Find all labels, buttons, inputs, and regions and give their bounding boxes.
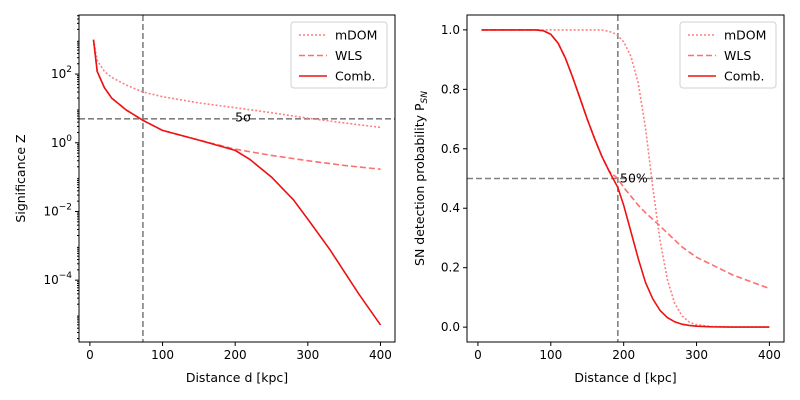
x-tick-label: 400 [369, 348, 392, 362]
series-line-mdom [92, 39, 381, 129]
legend-box [290, 21, 388, 89]
detection-probability-panel: 50% 0 100 200 300 400 0.0 0.2 0.4 0.6 0.8 1.0 Dist… [412, 14, 785, 385]
y-axis-label-right-sub: SN [420, 91, 430, 104]
legend-label: mDOM [335, 28, 377, 43]
significance-panel: 5σ 0 100 200 300 400 102 100 10−2 10−4 Distance … [13, 14, 396, 385]
x-tick-label: 100 [151, 348, 174, 362]
plot-frame-right [466, 14, 785, 343]
legend-label: Comb. [724, 69, 764, 84]
legend-label: WLS [335, 48, 362, 63]
legend-label: WLS [724, 48, 751, 63]
y-tick-label: 10−4 [43, 271, 72, 287]
y-tick-label: 0.6 [441, 142, 460, 156]
y-tick-label: 102 [51, 65, 72, 81]
x-tick-label: 400 [758, 348, 781, 362]
x-tick-label: 0 [474, 348, 482, 362]
x-tick-label: 200 [612, 348, 635, 362]
y-tick-label: 0.0 [441, 320, 460, 334]
legend-label: Comb. [335, 69, 375, 84]
y-tick-label: 100 [51, 134, 72, 150]
x-tick-label: 300 [685, 348, 708, 362]
x-tick-label: 0 [86, 348, 94, 362]
x-axis-label-left: Distance d [kpc] [186, 370, 288, 385]
annotation-label: 5σ [235, 110, 251, 125]
y-tick-label: 0.8 [441, 82, 460, 96]
series-line-mdom [481, 29, 770, 328]
y-tick-label: 1.0 [441, 23, 460, 37]
x-tick-label: 300 [296, 348, 319, 362]
y-axis-label-right: SN detection probability PSN [412, 91, 430, 266]
y-tick-label: 10−2 [43, 202, 72, 218]
legend-label: mDOM [724, 28, 766, 43]
y-tick-label: 0.4 [441, 201, 460, 215]
annotation-label: 50% [620, 171, 648, 186]
legend-box [679, 21, 777, 89]
x-tick-label: 100 [539, 348, 562, 362]
series-line-comb [481, 29, 770, 328]
y-axis-label-right-main: SN detection probability P [412, 103, 427, 266]
y-tick-label: 0.2 [441, 261, 460, 275]
x-tick-label: 200 [224, 348, 247, 362]
y-axis-label-left: Significance Z [13, 134, 28, 222]
x-axis-label-right: Distance d [kpc] [574, 370, 676, 385]
series-line-comb [92, 39, 382, 326]
